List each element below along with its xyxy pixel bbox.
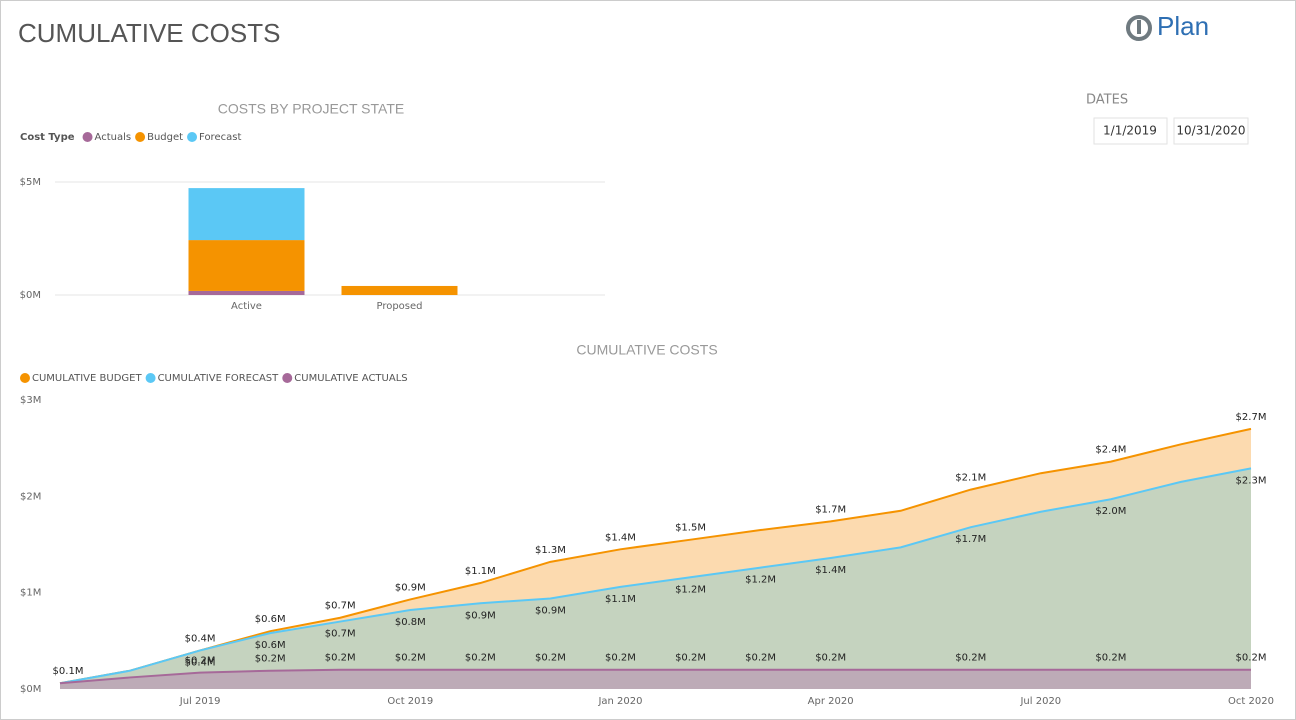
legend-label: Actuals <box>95 132 132 143</box>
legend-swatch <box>187 132 198 142</box>
data-label: $0.2M <box>1236 653 1267 664</box>
x-tick-label: Apr 2020 <box>808 696 854 707</box>
data-label: $1.2M <box>675 584 706 595</box>
legend-label: CUMULATIVE ACTUALS <box>294 373 407 384</box>
x-tick-label: Jul 2020 <box>1019 696 1061 707</box>
date-input[interactable] <box>1093 117 1168 145</box>
data-label: $0.6M <box>255 640 286 651</box>
x-tick-label: Jan 2020 <box>597 696 642 707</box>
y-tick-label: $1M <box>20 588 41 599</box>
data-label: $0.2M <box>675 653 706 664</box>
date-end[interactable]: 10/31/2020 <box>1176 124 1245 138</box>
data-label: $0.2M <box>325 653 356 664</box>
page-title: CUMULATIVE COSTS <box>18 18 280 48</box>
data-label: $0.2M <box>605 653 636 664</box>
data-label: $0.6M <box>255 614 286 625</box>
data-label: $0.2M <box>395 653 426 664</box>
x-tick-label: Proposed <box>376 301 422 312</box>
data-label: $1.3M <box>535 545 566 556</box>
data-label: $0.7M <box>325 601 356 612</box>
data-label: $0.7M <box>325 629 356 640</box>
data-label: $0.2M <box>535 653 566 664</box>
bar-segment <box>341 285 458 295</box>
data-label: $2.3M <box>1236 475 1267 486</box>
legend-swatch <box>145 373 156 383</box>
data-label: $1.5M <box>675 523 706 534</box>
legend-swatch <box>282 373 293 383</box>
data-label: $0.2M <box>745 653 776 664</box>
legend-swatch <box>82 132 93 142</box>
chart-title: CUMULATIVE COSTS <box>576 342 717 358</box>
data-label: $0.4M <box>185 657 216 668</box>
data-label: $0.2M <box>255 654 286 665</box>
data-label: $0.1M <box>53 666 84 677</box>
data-label: $1.4M <box>815 565 846 576</box>
logo: Plan <box>1126 11 1209 41</box>
date-input[interactable] <box>1173 117 1249 145</box>
legend-swatch <box>135 132 146 142</box>
data-label: $2.0M <box>1095 506 1126 517</box>
legend-label: Budget <box>147 132 183 143</box>
logo-icon <box>1126 15 1152 41</box>
bar-segment <box>188 240 305 291</box>
data-label: $0.8M <box>395 617 426 628</box>
y-tick-label: $3M <box>20 395 41 406</box>
line <box>59 467 1252 685</box>
logo-text: Plan <box>1157 11 1209 41</box>
data-label: $2.1M <box>955 473 986 484</box>
data-label: $1.1M <box>465 566 496 577</box>
data-label: $0.4M <box>185 633 216 644</box>
legend-label: CUMULATIVE BUDGET <box>32 373 142 384</box>
x-tick-label: Active <box>231 301 262 312</box>
data-label: $0.9M <box>395 582 426 593</box>
bar-segment <box>188 290 305 295</box>
date-filter-label: DATES <box>1086 93 1128 108</box>
area <box>60 468 1251 689</box>
legend-swatch <box>20 373 30 383</box>
data-label: $1.4M <box>605 532 636 543</box>
data-label: $0.2M <box>185 656 216 667</box>
legend-label: CUMULATIVE FORECAST <box>158 373 280 384</box>
legend-label: Forecast <box>199 132 241 143</box>
x-tick-label: Oct 2019 <box>387 696 433 707</box>
data-label: $1.7M <box>955 534 986 545</box>
chart-title: COSTS BY PROJECT STATE <box>218 101 404 117</box>
data-label: $2.7M <box>1236 412 1267 423</box>
data-label: $0.2M <box>815 653 846 664</box>
data-label: $0.9M <box>465 610 496 621</box>
data-label: $1.1M <box>605 594 636 605</box>
y-tick-label: $2M <box>20 491 41 502</box>
data-label: $1.7M <box>815 504 846 515</box>
data-label: $1.2M <box>745 575 776 586</box>
x-tick-label: Jul 2019 <box>179 696 221 707</box>
y-tick-label: $5M <box>20 177 41 188</box>
y-tick-label: $0M <box>20 684 41 695</box>
data-label: $0.2M <box>1095 653 1126 664</box>
area <box>60 669 1251 689</box>
data-label: $2.4M <box>1095 445 1126 456</box>
data-label: $0.9M <box>535 605 566 616</box>
bar-segment <box>188 188 305 241</box>
data-label: $0.2M <box>955 653 986 664</box>
line <box>59 668 1251 685</box>
x-tick-label: Oct 2020 <box>1228 696 1274 707</box>
logo-icon <box>1137 20 1141 34</box>
date-start[interactable]: 1/1/2019 <box>1103 124 1157 138</box>
data-label: $0.2M <box>465 653 496 664</box>
legend-title: Cost Type <box>20 132 75 143</box>
y-tick-label: $0M <box>20 290 41 301</box>
line <box>59 427 1252 685</box>
